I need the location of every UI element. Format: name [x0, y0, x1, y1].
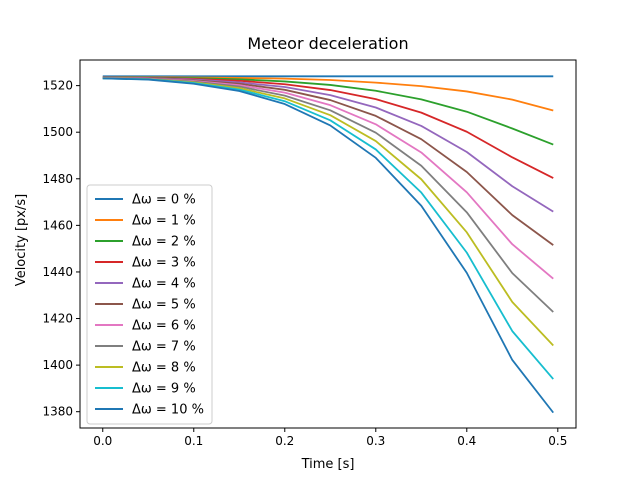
legend-label-6: Δω = 6 % — [132, 319, 196, 334]
legend-label-4: Δω = 4 % — [132, 277, 196, 292]
legend-label-2: Δω = 2 % — [132, 235, 196, 250]
chart-title: Meteor deceleration — [247, 34, 408, 53]
x-tick-label: 0.0 — [93, 434, 112, 448]
axes-group: 0.0 0.1 0.2 0.3 0.4 0.5 1380 1400 1420 1440 1460 14… — [42, 59, 577, 448]
y-tick-label: 1460 — [42, 218, 73, 232]
y-tick-label: 1420 — [42, 312, 73, 326]
legend-label-9: Δω = 9 % — [132, 382, 196, 397]
series-line-10 — [102, 77, 554, 414]
legend: Δω = 0 % Δω = 1 % Δω = 2 % Δω = 3 % Δω = 4 %… — [86, 184, 213, 425]
legend-label-5: Δω = 5 % — [132, 298, 196, 313]
x-tick-label: 0.4 — [457, 434, 476, 448]
y-tick-label: 1380 — [42, 405, 73, 419]
x-tick-label: 0.3 — [366, 434, 385, 448]
legend-box — [86, 184, 213, 425]
legend-label-0: Δω = 0 % — [132, 193, 196, 208]
y-tick-label: 1480 — [42, 172, 73, 186]
legend-label-3: Δω = 3 % — [132, 256, 196, 271]
y-tick-label: 1440 — [42, 265, 73, 279]
y-tick-label: 1400 — [42, 358, 73, 372]
legend-label-1: Δω = 1 % — [132, 214, 196, 229]
x-tick-label: 0.1 — [184, 434, 203, 448]
legend-label-8: Δω = 8 % — [132, 361, 196, 376]
legend-label-7: Δω = 7 % — [132, 340, 196, 355]
x-axis-label: Time [s] — [301, 457, 355, 472]
plot-area-frame — [79, 59, 577, 429]
legend-label-10: Δω = 10 % — [132, 403, 204, 418]
x-tick-label: 0.5 — [548, 434, 567, 448]
plot-lines — [102, 75, 554, 414]
y-axis-label: Velocity [px/s] — [14, 194, 29, 286]
y-tick-label: 1500 — [42, 125, 73, 139]
x-tick-label: 0.2 — [275, 434, 294, 448]
y-tick-label: 1520 — [42, 79, 73, 93]
